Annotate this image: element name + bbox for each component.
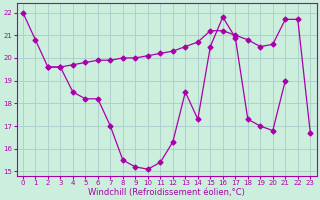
X-axis label: Windchill (Refroidissement éolien,°C): Windchill (Refroidissement éolien,°C) (88, 188, 245, 197)
